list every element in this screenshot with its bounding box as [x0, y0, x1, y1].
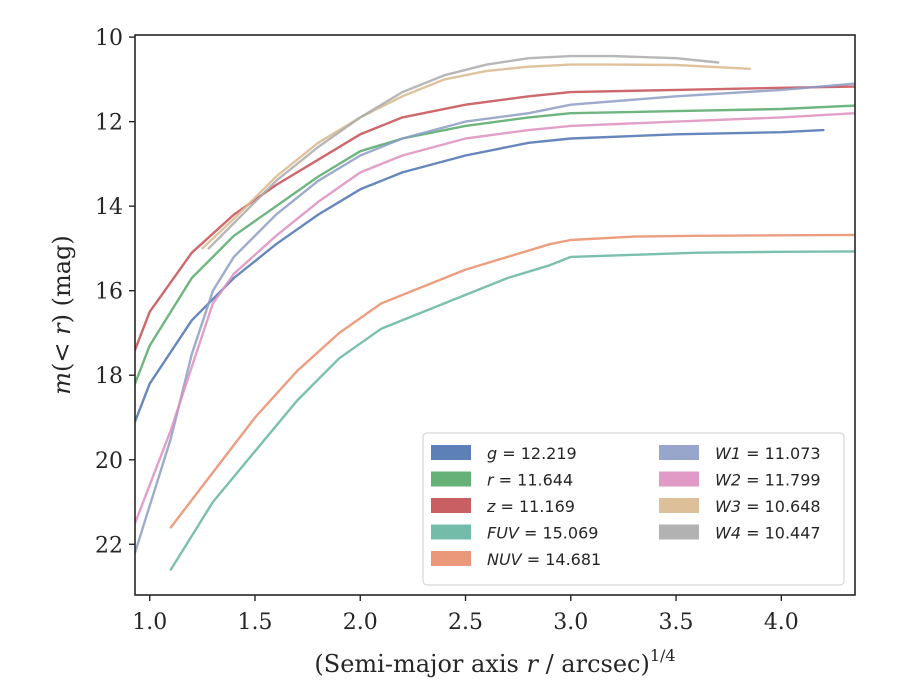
legend-swatch-nuv: [431, 551, 471, 566]
series-line-w1: [135, 82, 855, 554]
legend-swatch-w1: [659, 445, 699, 460]
y-tick-label: 12: [95, 111, 123, 136]
x-tick-label: 1.5: [238, 610, 273, 635]
legend-label-nuv: NUV = 14.681: [487, 550, 601, 569]
y-tick-label: 10: [95, 26, 123, 51]
y-tick-label: 16: [95, 280, 123, 305]
series-line-g: [135, 128, 825, 423]
legend-box: [422, 432, 845, 586]
x-tick-label: 3.5: [659, 610, 694, 635]
series-line-w2: [135, 112, 855, 525]
legend-label-w1: W1 = 11.073: [715, 444, 821, 463]
y-tick-label: 14: [95, 195, 123, 220]
legend-label-z: z = 11.169: [486, 497, 575, 516]
legend-label-fuv: FUV = 15.069: [487, 524, 598, 543]
y-axis-label: m(< r) (mag): [48, 235, 76, 395]
legend-label-w4: W4 = 10.447: [715, 524, 821, 543]
series-line-fuv: [169, 250, 855, 571]
plot-frame: [134, 34, 856, 596]
legend-swatch-z: [431, 498, 471, 513]
series-line-w4: [207, 54, 720, 250]
x-tick-label: 2.0: [343, 610, 378, 635]
series-line-r: [135, 104, 855, 385]
legend-label-r: r = 11.644: [487, 471, 573, 490]
legend-swatch-r: [431, 471, 471, 487]
legend-swatch-w3: [659, 498, 699, 513]
series-line-w3: [201, 63, 751, 250]
y-tick-label: 22: [95, 533, 123, 558]
x-tick-label: 4.0: [764, 610, 799, 635]
legend-swatch-fuv: [431, 524, 471, 540]
x-tick-label: 3.0: [553, 610, 588, 635]
x-tick-label: 1.0: [132, 610, 167, 635]
legend-swatch-g: [431, 445, 471, 460]
series-line-nuv: [169, 233, 855, 529]
x-tick-label: 2.5: [448, 610, 483, 635]
series-group: [135, 54, 855, 571]
legend-swatch-w2: [659, 471, 699, 487]
legend-label-w2: W2 = 11.799: [715, 471, 821, 490]
legend-swatch-w4: [659, 524, 699, 540]
legend-label-g: g = 12.219: [487, 444, 577, 463]
y-tick-label: 20: [95, 449, 123, 474]
series-line-z: [135, 85, 855, 352]
y-tick-label: 18: [95, 364, 123, 389]
legend-label-w3: W3 = 10.648: [715, 497, 821, 516]
x-axis-label: (Semi-major axis r / arcsec)1/4: [314, 646, 675, 678]
